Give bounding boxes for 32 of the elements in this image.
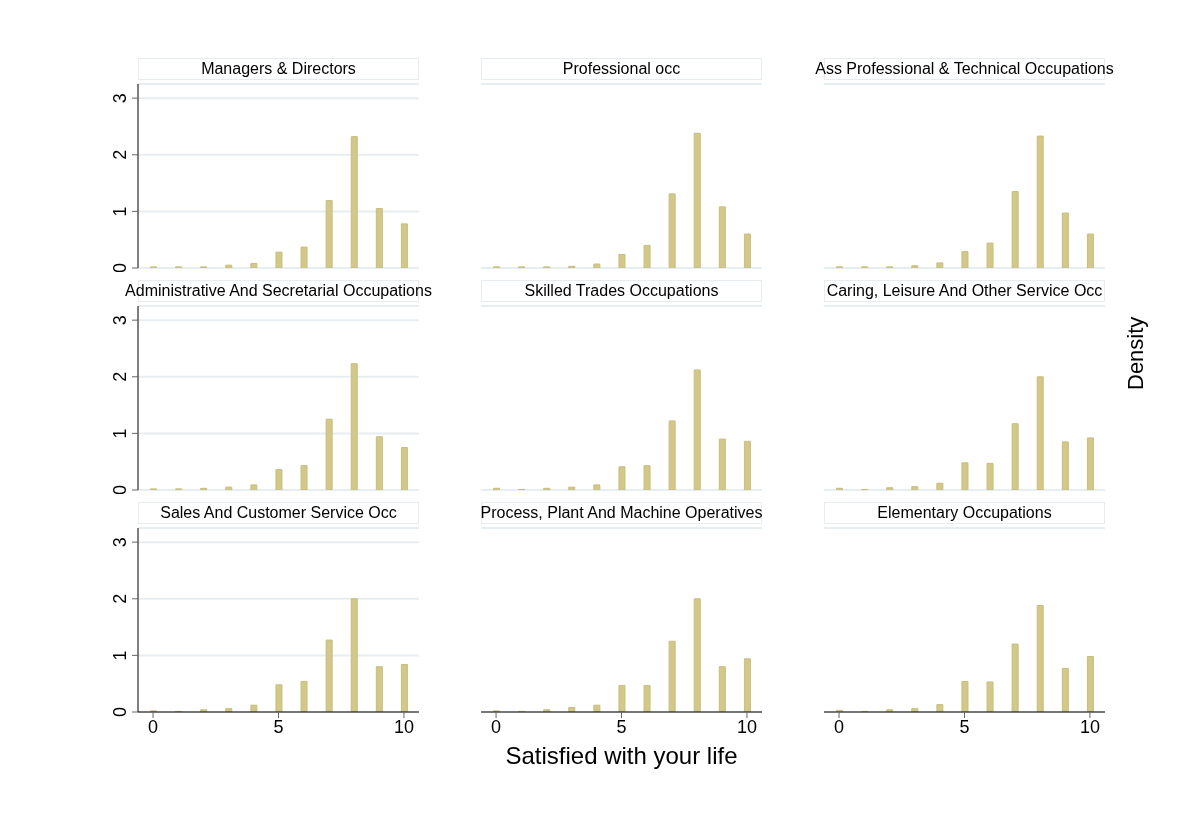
x-tick-label: 5 <box>273 716 284 737</box>
x-tick-label: 5 <box>959 716 970 737</box>
y-tick-label: 0 <box>110 706 130 718</box>
chart-title: Administrative And Secretarial Occupations <box>125 281 432 301</box>
y-tick-label: 3 <box>110 537 130 548</box>
y-tick-label: 1 <box>110 650 130 661</box>
chart-title: Skilled Trades Occupations <box>481 280 762 302</box>
chart-title: Elementary Occupations <box>824 502 1105 524</box>
y-tick-label: 2 <box>110 593 130 604</box>
y-tick-label: 1 <box>110 206 130 217</box>
x-tick-label: 0 <box>491 716 502 737</box>
x-tick-label: 0 <box>148 716 159 737</box>
y-axis-title: Density <box>1123 316 1149 390</box>
y-tick-label: 2 <box>110 149 130 160</box>
x-tick-label: 10 <box>1079 716 1100 737</box>
x-tick-label: 10 <box>393 716 414 737</box>
y-tick-label: 0 <box>110 484 130 496</box>
chart-title: Caring, Leisure And Other Service Occ <box>824 280 1105 302</box>
y-tick-label: 0 <box>110 262 130 274</box>
y-tick-label: 3 <box>110 93 130 104</box>
chart-title: Sales And Customer Service Occ <box>138 502 419 524</box>
y-tick-label: 2 <box>110 371 130 382</box>
y-tick-label: 3 <box>110 315 130 326</box>
x-axis-title: Satisfied with your life <box>504 742 739 770</box>
chart-title: Managers & Directors <box>138 58 419 80</box>
chart-title: Process, Plant And Machine Operatives <box>480 502 763 524</box>
x-tick-label: 5 <box>616 716 627 737</box>
chart-title: Ass Professional & Technical Occupations <box>815 59 1114 79</box>
chart-title: Professional occ <box>481 58 762 80</box>
x-tick-label: 0 <box>834 716 845 737</box>
x-tick-label: 10 <box>736 716 757 737</box>
y-tick-label: 1 <box>110 428 130 439</box>
